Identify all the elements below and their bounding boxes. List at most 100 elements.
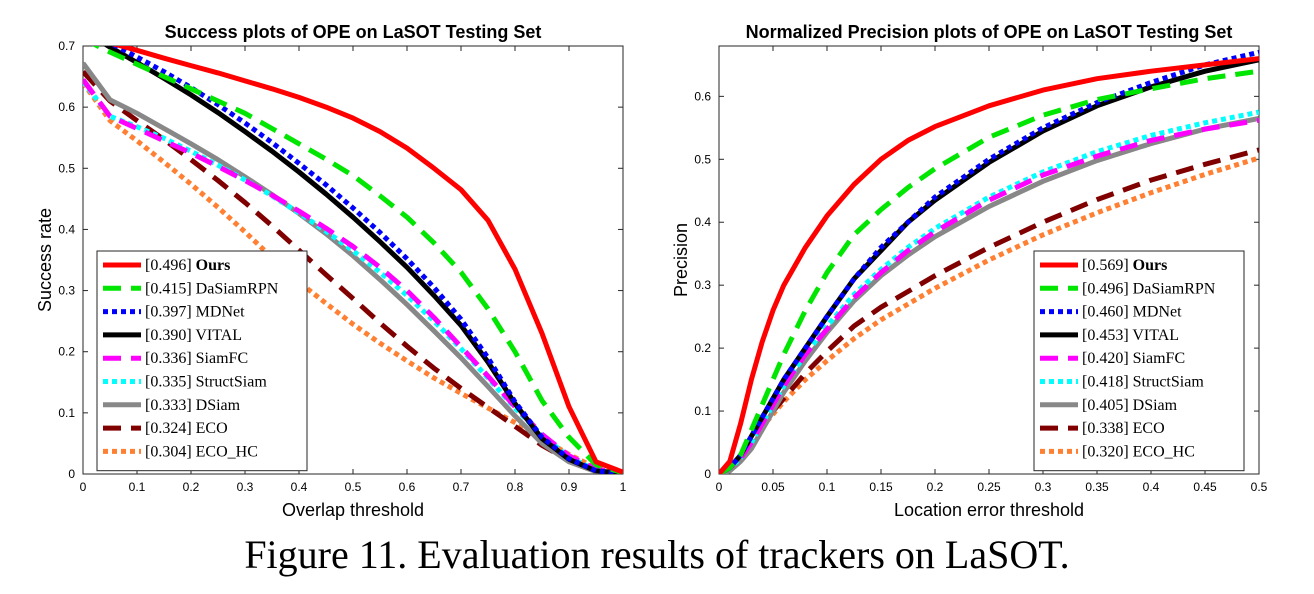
x-tick-label: 0.3 xyxy=(1035,480,1052,494)
legend-entry: [0.335] StructSiam xyxy=(145,374,267,391)
y-tick-label: 0.4 xyxy=(694,215,711,229)
x-tick-label: 0.9 xyxy=(561,480,578,494)
y-tick-label: 0.1 xyxy=(694,404,711,418)
legend-score: [0.418] xyxy=(1082,374,1133,391)
y-tick-label: 0.3 xyxy=(694,278,711,292)
legend-score: [0.569] xyxy=(1082,257,1133,274)
y-tick-label: 0.5 xyxy=(694,152,711,166)
y-axis-label: Success rate xyxy=(35,208,55,312)
x-tick-label: 0.45 xyxy=(1193,480,1217,494)
legend-entry: [0.496] Ours xyxy=(145,257,230,274)
legend-entry: [0.418] StructSiam xyxy=(1082,374,1204,391)
legend-name: SiamFC xyxy=(196,350,248,367)
legend-score: [0.390] xyxy=(145,327,195,344)
x-tick-label: 0.15 xyxy=(869,480,893,494)
legend: [0.569] Ours [0.496] DaSiamRPN [0.460] MDN… xyxy=(1033,250,1245,472)
legend-score: [0.405] xyxy=(1082,397,1133,414)
x-tick-label: 0 xyxy=(80,480,87,494)
legend-score: [0.453] xyxy=(1082,327,1132,344)
x-tick-label: 0.5 xyxy=(1251,480,1268,494)
x-tick-label: 0.2 xyxy=(927,480,944,494)
legend-entry: [0.336] SiamFC xyxy=(145,350,248,367)
legend-entry: [0.420] SiamFC xyxy=(1082,350,1185,367)
legend-score: [0.397] xyxy=(145,304,196,321)
x-axis-label: Location error threshold xyxy=(894,500,1084,520)
chart-title: Normalized Precision plots of OPE on LaS… xyxy=(746,22,1233,42)
legend-entry: [0.320] ECO_HC xyxy=(1082,443,1195,460)
legend-name: ECO xyxy=(1133,420,1165,437)
legend-name: ECO_HC xyxy=(1133,443,1195,460)
legend-score: [0.415] xyxy=(145,280,196,297)
x-tick-label: 0.1 xyxy=(129,480,146,494)
legend-name: VITAL xyxy=(1132,327,1179,344)
y-tick-label: 0.5 xyxy=(58,161,75,175)
y-tick-label: 0.2 xyxy=(694,341,711,355)
legend-name: Ours xyxy=(1133,257,1168,274)
x-tick-label: 0.25 xyxy=(977,480,1001,494)
y-tick-label: 0 xyxy=(68,467,75,481)
y-tick-label: 0.2 xyxy=(58,345,75,359)
x-tick-label: 0.1 xyxy=(819,480,836,494)
figure-caption: Figure 11. Evaluation results of tracker… xyxy=(244,532,1069,577)
y-tick-label: 0 xyxy=(704,467,711,481)
legend-name: DaSiamRPN xyxy=(1133,280,1216,297)
series-group xyxy=(83,46,623,474)
x-tick-label: 0.35 xyxy=(1085,480,1109,494)
legend-entry: [0.338] ECO xyxy=(1082,420,1165,437)
legend-entry: [0.460] MDNet xyxy=(1082,304,1182,321)
x-tick-label: 0 xyxy=(716,480,723,494)
series-line-dasiamrpn xyxy=(92,46,623,474)
legend-score: [0.304] xyxy=(145,443,196,460)
legend-name: StructSiam xyxy=(1133,374,1205,391)
series-group xyxy=(719,49,1259,474)
legend-entry: [0.397] MDNet xyxy=(145,304,245,321)
legend-name: StructSiam xyxy=(196,374,268,391)
chart-2: Normalized Precision plots of OPE on LaS… xyxy=(671,22,1268,520)
chart-1: Success plots of OPE on LaSOT Testing Se… xyxy=(35,22,627,520)
legend-name: MDNet xyxy=(1133,304,1182,321)
y-axis-label: Precision xyxy=(671,223,691,297)
legend-score: [0.336] xyxy=(145,350,196,367)
legend-entry: [0.496] DaSiamRPN xyxy=(1082,280,1216,297)
x-tick-label: 0.05 xyxy=(761,480,785,494)
x-tick-label: 0.5 xyxy=(345,480,362,494)
x-tick-label: 0.4 xyxy=(291,480,308,494)
legend-score: [0.324] xyxy=(145,420,196,437)
x-tick-label: 0.6 xyxy=(399,480,416,494)
legend-entry: [0.324] ECO xyxy=(145,420,228,437)
legend-score: [0.496] xyxy=(145,257,196,274)
series-line-mdnet xyxy=(719,49,1259,474)
legend-name: ECO xyxy=(196,420,228,437)
legend-score: [0.333] xyxy=(145,397,196,414)
legend-entry: [0.453] VITAL xyxy=(1082,327,1179,344)
legend-name: ECO_HC xyxy=(196,443,258,460)
legend-entry: [0.304] ECO_HC xyxy=(145,443,258,460)
series-line-dasiamrpn xyxy=(719,68,1259,474)
legend-name: SiamFC xyxy=(1133,350,1185,367)
series-line-ours xyxy=(719,56,1259,474)
series-line-siamfc xyxy=(719,117,1259,474)
legend-score: [0.338] xyxy=(1082,420,1133,437)
legend-entry: [0.405] DSiam xyxy=(1082,397,1178,414)
y-tick-label: 0.6 xyxy=(58,100,75,114)
y-tick-label: 0.6 xyxy=(694,89,711,103)
legend-name: Ours xyxy=(196,257,231,274)
series-line-ours xyxy=(111,46,623,474)
legend-entry: [0.415] DaSiamRPN xyxy=(145,280,279,297)
legend: [0.496] Ours [0.415] DaSiamRPN [0.397] MDN… xyxy=(96,250,308,472)
y-tick-label: 0.4 xyxy=(58,222,75,236)
series-line-mdnet xyxy=(110,46,623,474)
series-line-dsiam xyxy=(719,115,1259,474)
series-line-vital xyxy=(103,46,623,474)
series-line-dsiam xyxy=(83,61,623,474)
x-tick-label: 0.2 xyxy=(183,480,200,494)
chart-title: Success plots of OPE on LaSOT Testing Se… xyxy=(165,22,542,42)
legend-entry: [0.569] Ours xyxy=(1082,257,1167,274)
legend-score: [0.320] xyxy=(1082,443,1133,460)
x-tick-label: 1 xyxy=(620,480,627,494)
legend-name: VITAL xyxy=(195,327,242,344)
legend-name: DSiam xyxy=(196,397,241,414)
x-axis-label: Overlap threshold xyxy=(282,500,424,520)
legend-score: [0.335] xyxy=(145,374,196,391)
y-tick-label: 0.7 xyxy=(58,39,75,53)
